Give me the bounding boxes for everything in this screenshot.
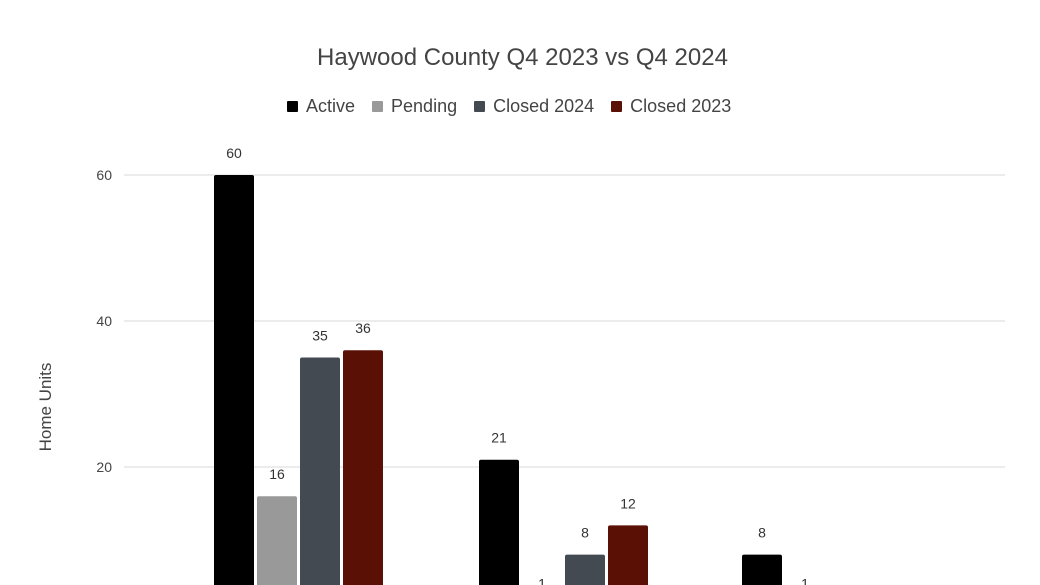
legend-swatch-closed-2024 xyxy=(474,100,486,112)
data-label-closed-2024-group-1: 35 xyxy=(312,328,328,344)
legend-swatch-pending xyxy=(372,100,384,112)
legend-label-closed-2023: Closed 2023 xyxy=(630,95,732,116)
legend-swatch-active xyxy=(287,100,298,112)
legend-label-closed-2024: Closed 2024 xyxy=(493,95,595,116)
bar-active-group-2 xyxy=(479,459,519,585)
legend-item-active: Active xyxy=(287,96,355,117)
bar-closed-2023-group-1 xyxy=(343,350,383,585)
y-tick-label-60: 60 xyxy=(96,167,112,183)
data-label-closed-2024-group-2: 8 xyxy=(581,525,589,541)
legend-item-closed-2024: Closed 2024 xyxy=(474,96,594,117)
bar-closed-2023-group-2 xyxy=(608,525,648,585)
data-label-pending-group-1: 16 xyxy=(269,466,285,482)
legend-item-closed-2023: Closed 2023 xyxy=(611,96,731,117)
data-label-closed-2023-group-2: 12 xyxy=(620,495,636,511)
data-label-pending-group-3: 1 xyxy=(801,576,809,585)
data-label-closed-2023-group-3: 0 xyxy=(887,583,895,585)
bar-pending-group-1 xyxy=(257,496,297,585)
y-tick-label-20: 20 xyxy=(96,459,112,475)
legend-item-pending: Pending xyxy=(372,96,457,117)
legend-swatch-closed-2023 xyxy=(611,100,623,112)
bar-closed-2024-group-2 xyxy=(565,554,605,585)
y-tick-label-40: 40 xyxy=(96,313,112,329)
data-label-closed-2023-group-1: 36 xyxy=(355,320,371,336)
data-label-active-group-2: 21 xyxy=(491,430,507,446)
bar-closed-2024-group-1 xyxy=(300,357,340,585)
data-label-active-group-3: 8 xyxy=(758,525,766,541)
data-label-closed-2024-group-3: 0 xyxy=(844,583,852,585)
bar-active-group-1 xyxy=(214,175,254,585)
data-label-pending-group-2: 1 xyxy=(538,576,546,585)
legend-label-active: Active xyxy=(306,95,356,116)
legend-label-pending: Pending xyxy=(391,95,458,116)
bar-active-group-3 xyxy=(742,554,782,585)
legend: Active Pending Closed 2024 Closed 2023 xyxy=(287,95,748,117)
chart-title: Haywood County Q4 2023 vs Q4 2024 xyxy=(317,44,728,71)
data-label-active-group-1: 60 xyxy=(226,145,242,161)
